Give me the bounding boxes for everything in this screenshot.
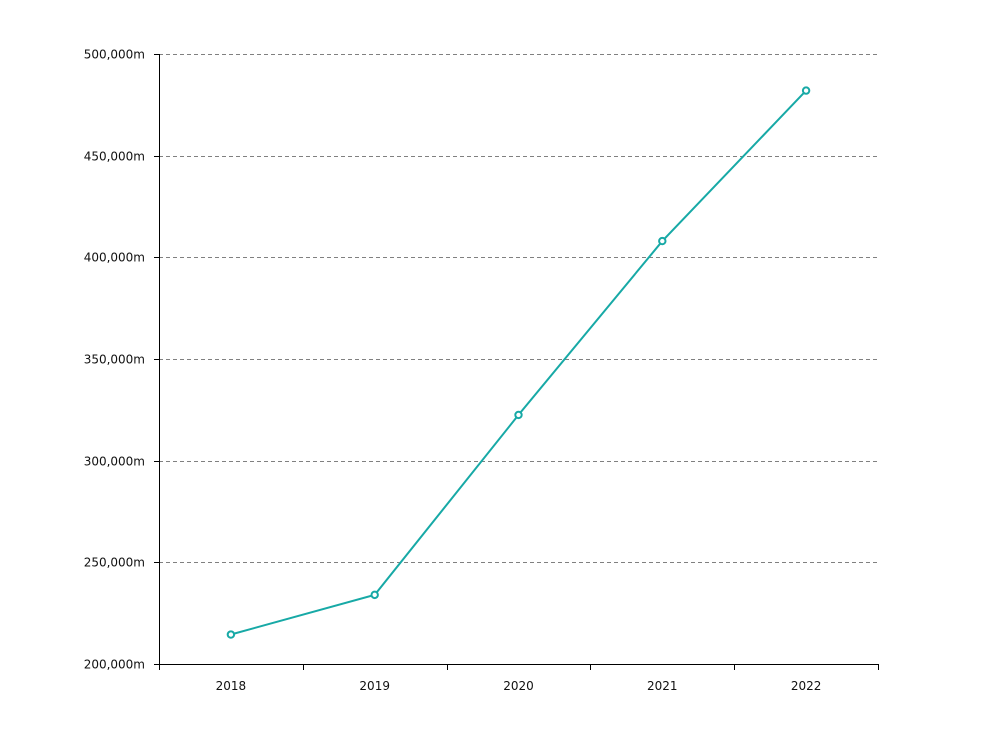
series <box>226 86 811 639</box>
y-tick-labels: 200,000m 250,000m 300,000m 350,000m 400,000m… <box>84 48 145 672</box>
data-point[interactable] <box>370 590 379 600</box>
y-tick-label: 500,000m <box>84 48 145 62</box>
x-tick-label: 2021 <box>647 679 678 693</box>
data-point[interactable] <box>226 630 236 639</box>
x-tick-label: 2019 <box>359 679 390 693</box>
y-tick-label: 450,000m <box>84 150 145 164</box>
x-tick-labels: 2018 2019 2020 2021 2022 <box>216 679 822 693</box>
data-point[interactable] <box>658 236 667 246</box>
grid-lines <box>159 54 878 563</box>
series-line-0 <box>230 89 807 636</box>
y-tick-label: 400,000m <box>84 251 145 265</box>
axes <box>154 54 879 670</box>
x-tick-label: 2018 <box>216 679 247 693</box>
y-tick-label: 300,000m <box>84 455 145 469</box>
y-tick-label: 250,000m <box>84 556 145 570</box>
data-point[interactable] <box>801 86 811 95</box>
x-tick-label: 2020 <box>503 679 534 693</box>
y-tick-label: 350,000m <box>84 353 145 367</box>
x-tick-label: 2022 <box>791 679 822 693</box>
data-point[interactable] <box>514 410 523 420</box>
y-tick-label: 200,000m <box>84 658 145 672</box>
